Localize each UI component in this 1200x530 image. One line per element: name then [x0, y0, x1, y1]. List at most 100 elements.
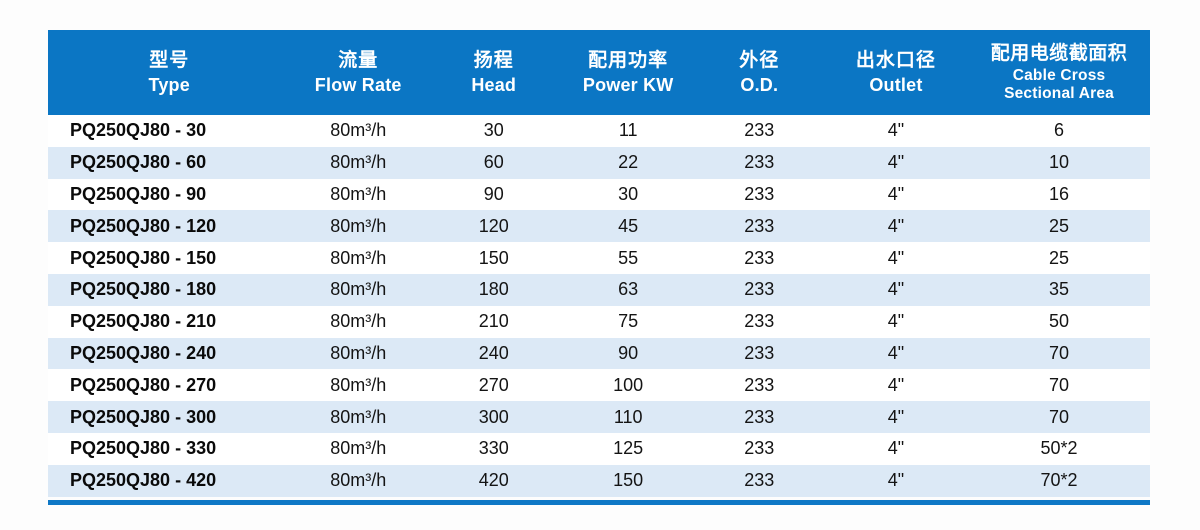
- cell-head: 90: [483, 183, 504, 204]
- cell-outlet: 4": [887, 438, 905, 459]
- cell-flow-rate: 80m³/h: [330, 311, 387, 332]
- cell-od: 233: [744, 215, 775, 236]
- column-header-power-kw: 配用功率 Power KW: [562, 30, 695, 115]
- column-header-zh-label: 扬程: [473, 49, 514, 71]
- cell-head: 180: [478, 279, 509, 300]
- cell-head: 210: [478, 311, 509, 332]
- column-header-zh-label: 型号: [149, 49, 190, 71]
- cell-outlet: 4": [887, 152, 905, 173]
- cell-type: PQ250QJ80 - 90: [70, 183, 207, 204]
- column-header-en-label: Cable Cross: [1012, 66, 1106, 84]
- cell-power-kw: 55: [618, 247, 639, 268]
- cell-power-kw: 30: [618, 183, 639, 204]
- cell-cable-cross-sectional-area: 10: [1049, 152, 1070, 173]
- column-header-zh-label: 出水口径: [855, 49, 936, 71]
- column-header-en-label: Head: [471, 75, 517, 96]
- cell-outlet: 4": [887, 183, 905, 204]
- cell-outlet: 4": [887, 406, 905, 427]
- table-row: PQ250QJ80 - 180 80m³/h 180 63 233 4" 35: [48, 273, 1150, 306]
- cell-flow-rate: 80m³/h: [330, 247, 387, 268]
- cell-power-kw: 125: [613, 438, 644, 459]
- cell-flow-rate: 80m³/h: [330, 215, 387, 236]
- column-header-zh-label: 配用电缆截面积: [990, 43, 1128, 65]
- cell-power-kw: 63: [618, 279, 639, 300]
- cell-od: 233: [744, 183, 775, 204]
- cell-power-kw: 22: [618, 152, 639, 173]
- column-header-en-label: O.D.: [740, 75, 779, 96]
- cell-outlet: 4": [887, 342, 905, 363]
- table-row: PQ250QJ80 - 240 80m³/h 240 90 233 4" 70: [48, 337, 1150, 370]
- cell-flow-rate: 80m³/h: [330, 406, 387, 427]
- table-row: PQ250QJ80 - 420 80m³/h 420 150 233 4" 70*2: [48, 464, 1150, 497]
- table-row: PQ250QJ80 - 90 80m³/h 90 30 233 4" 16: [48, 178, 1150, 211]
- cell-head: 150: [478, 247, 509, 268]
- table-bottom-accent-bar: [48, 499, 1150, 505]
- cell-flow-rate: 80m³/h: [330, 342, 387, 363]
- cell-od: 233: [744, 470, 775, 491]
- cell-flow-rate: 80m³/h: [330, 152, 387, 173]
- cell-head: 30: [483, 120, 504, 141]
- cell-outlet: 4": [887, 311, 905, 332]
- column-header-outlet: 出水口径 Outlet: [824, 30, 968, 115]
- column-header-head: 扬程 Head: [426, 30, 562, 115]
- cell-od: 233: [744, 311, 775, 332]
- column-header-en-label: Power KW: [582, 75, 674, 96]
- column-header-zh-label: 流量: [338, 49, 379, 71]
- cell-head: 330: [478, 438, 509, 459]
- cell-head: 60: [483, 152, 504, 173]
- table-row: PQ250QJ80 - 60 80m³/h 60 22 233 4" 10: [48, 146, 1150, 179]
- table-row: PQ250QJ80 - 330 80m³/h 330 125 233 4" 50*2: [48, 432, 1150, 465]
- cell-power-kw: 110: [613, 406, 643, 427]
- cell-cable-cross-sectional-area: 25: [1049, 247, 1070, 268]
- column-header-zh-label: 配用功率: [588, 49, 669, 71]
- cell-od: 233: [744, 152, 775, 173]
- cell-cable-cross-sectional-area: 35: [1049, 279, 1070, 300]
- cell-outlet: 4": [887, 374, 905, 395]
- cell-outlet: 4": [887, 120, 905, 141]
- cell-cable-cross-sectional-area: 70*2: [1040, 470, 1078, 491]
- cell-type: PQ250QJ80 - 330: [70, 438, 217, 459]
- cell-od: 233: [744, 438, 775, 459]
- cell-head: 270: [478, 374, 509, 395]
- cell-flow-rate: 80m³/h: [330, 183, 387, 204]
- cell-head: 240: [478, 342, 509, 363]
- cell-type: PQ250QJ80 - 270: [70, 374, 217, 395]
- table-row: PQ250QJ80 - 270 80m³/h 270 100 233 4" 70: [48, 369, 1150, 402]
- cell-power-kw: 100: [613, 374, 644, 395]
- cell-power-kw: 150: [613, 470, 644, 491]
- cell-cable-cross-sectional-area: 25: [1049, 215, 1070, 236]
- cell-head: 120: [478, 215, 509, 236]
- cell-flow-rate: 80m³/h: [330, 470, 387, 491]
- cell-head: 300: [478, 406, 509, 427]
- cell-power-kw: 11: [618, 120, 638, 141]
- cell-od: 233: [744, 342, 775, 363]
- table-row: PQ250QJ80 - 30 80m³/h 30 11 233 4" 6: [48, 115, 1150, 147]
- column-header-en-label: Sectional Area: [1004, 85, 1114, 103]
- cell-od: 233: [744, 247, 775, 268]
- cell-type: PQ250QJ80 - 30: [70, 120, 207, 141]
- column-header-zh-label: 外径: [739, 49, 780, 71]
- column-header-cable-cross-sectional-area: 配用电缆截面积 Cable Cross Sectional Area: [968, 30, 1150, 115]
- column-header-od: 外径 O.D.: [695, 30, 824, 115]
- cell-type: PQ250QJ80 - 210: [70, 311, 217, 332]
- cell-cable-cross-sectional-area: 50: [1049, 311, 1070, 332]
- column-header-flow-rate: 流量 Flow Rate: [290, 30, 426, 115]
- cell-od: 233: [744, 120, 775, 141]
- cell-type: PQ250QJ80 - 420: [70, 470, 217, 491]
- cell-cable-cross-sectional-area: 70: [1049, 406, 1070, 427]
- table-header-row: 型号 Type 流量 Flow Rate 扬程 Head 配用功率 Power KW 外径 O.D…: [48, 30, 1150, 115]
- table-row: PQ250QJ80 - 210 80m³/h 210 75 233 4" 50: [48, 305, 1150, 338]
- cell-outlet: 4": [887, 470, 905, 491]
- column-header-type: 型号 Type: [48, 30, 290, 115]
- cell-type: PQ250QJ80 - 300: [70, 406, 217, 427]
- cell-power-kw: 45: [618, 215, 639, 236]
- cell-power-kw: 90: [618, 342, 639, 363]
- cell-type: PQ250QJ80 - 120: [70, 215, 217, 236]
- cell-power-kw: 75: [618, 311, 639, 332]
- cell-cable-cross-sectional-area: 70: [1049, 374, 1070, 395]
- table-row: PQ250QJ80 - 150 80m³/h 150 55 233 4" 25: [48, 242, 1150, 274]
- cell-type: PQ250QJ80 - 150: [70, 247, 217, 268]
- cell-flow-rate: 80m³/h: [330, 120, 387, 141]
- cell-od: 233: [744, 374, 775, 395]
